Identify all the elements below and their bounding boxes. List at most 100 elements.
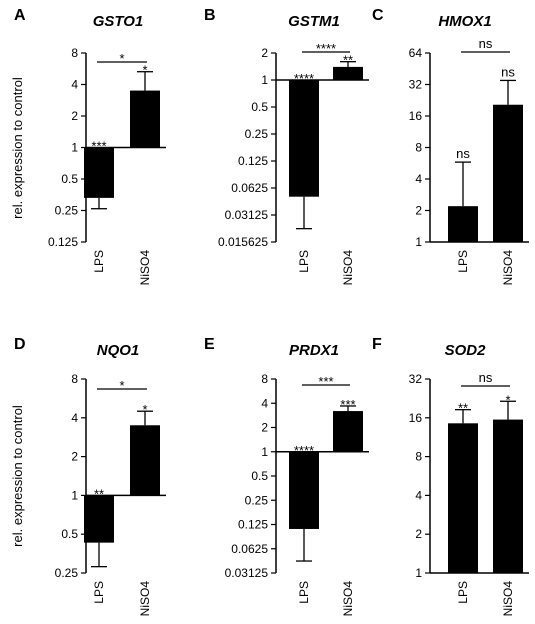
- y-tick-label: 0.25: [55, 566, 79, 580]
- y-tick-label: 8: [71, 46, 78, 60]
- category-label: NiSO4: [341, 581, 355, 617]
- y-tick-label: 16: [409, 411, 423, 425]
- bar-lps: [84, 495, 114, 543]
- y-tick-label: 0.015625: [218, 235, 268, 249]
- y-tick-label: 1: [261, 445, 268, 459]
- y-tick-label: 0.5: [251, 469, 268, 483]
- bar-niso4: [130, 90, 160, 148]
- category-label: LPS: [297, 250, 311, 273]
- y-tick-label: 1: [261, 73, 268, 87]
- y-tick-label: 4: [71, 411, 78, 425]
- bar-lps: [448, 206, 478, 242]
- panel-letter: B: [204, 7, 216, 24]
- bar-lps: [289, 80, 319, 197]
- category-label: LPS: [456, 581, 470, 604]
- bracket-significance: *: [119, 378, 124, 393]
- y-tick-label: 32: [409, 372, 423, 386]
- y-tick-label: 1: [415, 235, 422, 249]
- y-tick-label: 0.5: [61, 527, 78, 541]
- category-label: LPS: [456, 250, 470, 273]
- gene-title: NQO1: [97, 342, 140, 359]
- y-tick-label: 8: [71, 372, 78, 386]
- bar-lps: [448, 423, 478, 573]
- bracket-significance: ns: [479, 370, 493, 385]
- y-tick-label: 2: [71, 109, 78, 123]
- bar-significance: *: [505, 392, 510, 407]
- y-tick-label: 0.25: [245, 493, 269, 507]
- gene-title: PRDX1: [289, 342, 339, 359]
- y-tick-label: 64: [409, 46, 423, 60]
- bracket-significance: *: [119, 51, 124, 66]
- bracket-significance: ns: [479, 36, 493, 51]
- y-tick-label: 4: [415, 172, 422, 186]
- panel-letter: E: [204, 336, 215, 353]
- y-tick-label: 8: [415, 450, 422, 464]
- bar-niso4: [493, 104, 523, 242]
- y-tick-label: 0.25: [55, 204, 79, 218]
- bar-significance: ***: [340, 397, 355, 412]
- y-tick-label: 32: [409, 78, 423, 92]
- category-label: NiSO4: [138, 581, 152, 617]
- category-label: LPS: [92, 581, 106, 604]
- y-tick-label: 0.5: [61, 172, 78, 186]
- y-tick-label: 0.0625: [231, 542, 268, 556]
- panel-letter: A: [14, 7, 26, 24]
- gene-title: HMOX1: [438, 13, 491, 30]
- bar-niso4: [493, 419, 523, 573]
- bracket-significance: ****: [316, 41, 336, 56]
- y-tick-label: 0.5: [251, 100, 268, 114]
- bar-significance: **: [94, 486, 104, 501]
- y-tick-label: 2: [261, 421, 268, 435]
- panel-letter: D: [14, 336, 26, 353]
- gene-title: GSTM1: [288, 13, 340, 30]
- category-label: LPS: [92, 250, 106, 273]
- y-tick-label: 2: [261, 46, 268, 60]
- bar-significance: ***: [91, 139, 106, 154]
- y-tick-label: 1: [71, 488, 78, 502]
- y-tick-label: 0.0625: [231, 181, 268, 195]
- category-label: NiSO4: [501, 581, 515, 617]
- panel-letter: F: [372, 336, 382, 353]
- bar-lps: [84, 147, 114, 198]
- panel-d: D NQO1 rel. expression to control 0.25 0.5 1 2…: [10, 336, 166, 616]
- panel-b: B GSTM1 0.015625 0.03125 0.0625 0.125 0.25 0.5 1…: [204, 7, 369, 285]
- bar-niso4: [333, 411, 363, 452]
- bar-niso4: [333, 66, 363, 80]
- bar-niso4: [130, 425, 160, 496]
- y-tick-label: 0.03125: [225, 566, 269, 580]
- y-axis-label: rel. expression to control: [10, 77, 25, 219]
- y-tick-label: 8: [415, 141, 422, 155]
- category-label: NiSO4: [501, 250, 515, 286]
- y-tick-label: 1: [415, 566, 422, 580]
- y-tick-label: 0.25: [245, 127, 269, 141]
- panel-e: E PRDX1 0.03125 0.0625 0.125 0.25 0.5 1 2 4 8 **** L…: [204, 336, 369, 616]
- panel-c: C HMOX1 1 2 4 8 16 32 64 ns LPS ns NiSO4 ns: [372, 7, 529, 285]
- bar-significance: ns: [456, 146, 470, 161]
- panel-f: F SOD2 1 2 4 8 16 32 ** LPS * NiSO4 ns: [372, 336, 529, 616]
- y-tick-label: 0.03125: [225, 208, 269, 222]
- y-tick-label: 2: [415, 527, 422, 541]
- y-tick-label: 8: [261, 372, 268, 386]
- bar-significance: *: [142, 402, 147, 417]
- gene-title: GSTO1: [93, 13, 144, 30]
- category-label: NiSO4: [138, 250, 152, 286]
- y-tick-label: 0.125: [238, 518, 268, 532]
- panel-a: A GSTO1 rel. expression to control 0.125 0.2…: [10, 7, 166, 285]
- category-label: NiSO4: [341, 250, 355, 286]
- category-label: LPS: [297, 581, 311, 604]
- y-tick-label: 4: [415, 488, 422, 502]
- y-tick-label: 2: [415, 204, 422, 218]
- bar-significance: ****: [294, 71, 314, 86]
- gene-title: SOD2: [445, 342, 487, 359]
- bar-significance: **: [458, 401, 468, 416]
- bar-significance: ns: [501, 64, 515, 79]
- panel-letter: C: [372, 7, 384, 24]
- y-tick-label: 2: [71, 450, 78, 464]
- y-tick-label: 4: [71, 78, 78, 92]
- bar-significance: ****: [294, 443, 314, 458]
- bar-significance: *: [142, 63, 147, 78]
- y-tick-label: 0.125: [48, 235, 78, 249]
- y-axis-label: rel. expression to control: [10, 405, 25, 547]
- y-tick-label: 1: [71, 141, 78, 155]
